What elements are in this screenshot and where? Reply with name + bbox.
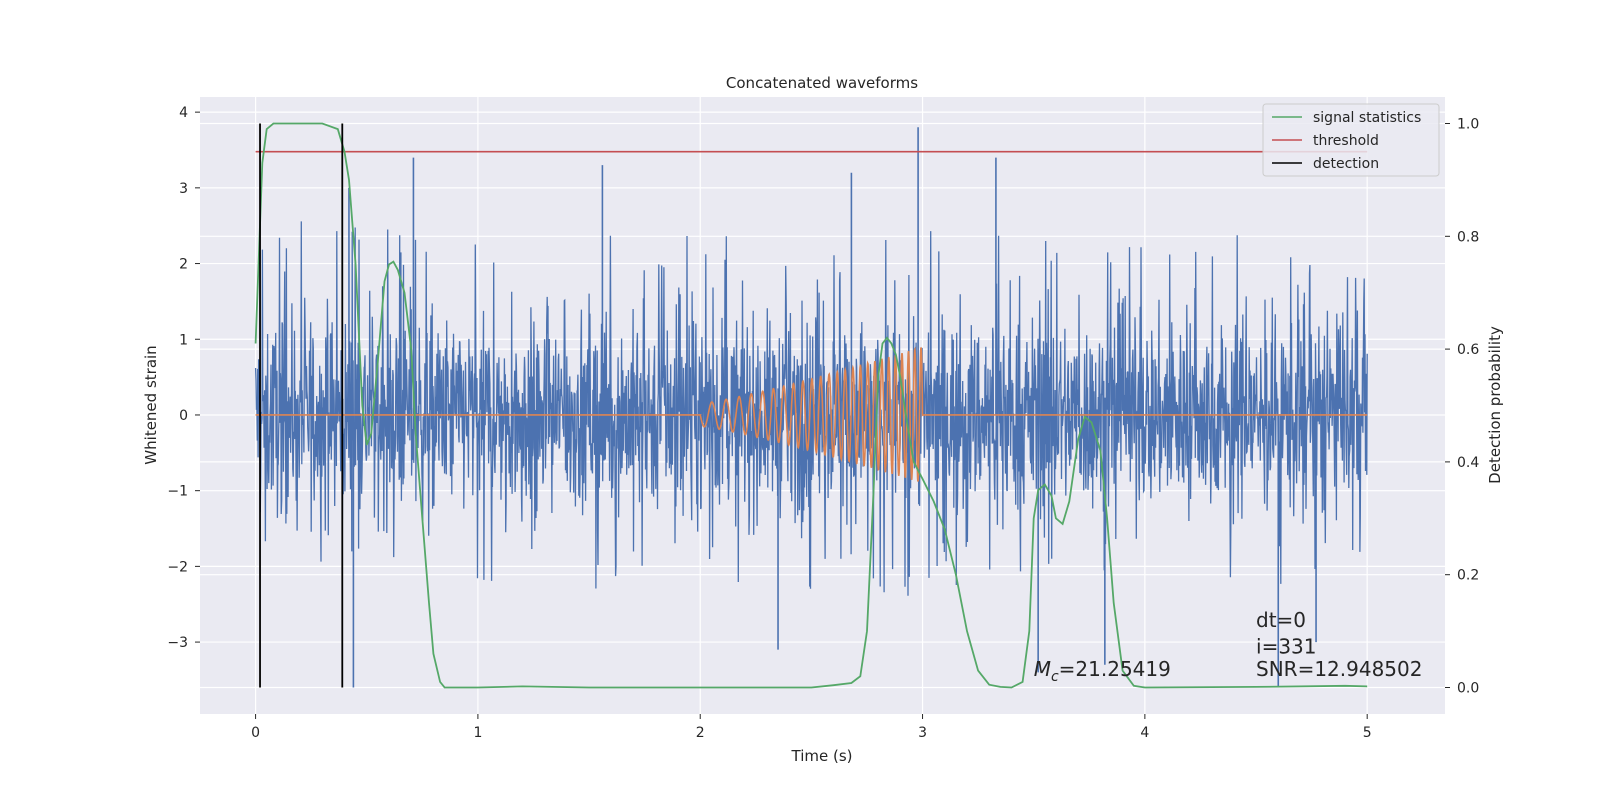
- y-right-tick-label: 0.4: [1457, 455, 1479, 471]
- y-tick-label: −1: [167, 484, 188, 500]
- legend-box: [1262, 103, 1440, 177]
- x-axis-label: Time (s): [791, 747, 853, 765]
- y-right-tick-label: 0.6: [1457, 342, 1479, 358]
- x-tick-label: 5: [1363, 725, 1372, 741]
- x-tick-label: 2: [696, 725, 705, 741]
- y-tick-label: −3: [167, 635, 188, 651]
- y-tick-label: 4: [179, 105, 188, 121]
- legend-label-signal-statistics: signal statistics: [1313, 110, 1421, 126]
- legend-label-threshold: threshold: [1313, 133, 1379, 149]
- y-right-tick-label: 0.2: [1457, 568, 1479, 584]
- y-tick-label: 3: [179, 181, 188, 197]
- annotation-snr: SNR=12.948502: [1256, 657, 1422, 681]
- chart-title: Concatenated waveforms: [726, 74, 918, 92]
- y-tick-label: 2: [179, 257, 188, 273]
- signal-statistics-line: [254, 122, 1368, 689]
- x-tick-label: 0: [251, 725, 260, 741]
- y-right-tick-label: 0.8: [1457, 229, 1479, 245]
- y-right-tick-label: 1.0: [1457, 117, 1479, 133]
- y-tick-label: 1: [179, 332, 188, 348]
- legend-label-detection: detection: [1313, 156, 1379, 172]
- y-tick-label: 0: [179, 408, 188, 424]
- y-axis-label: Whitened strain: [142, 345, 160, 464]
- series-strain: [254, 127, 1368, 688]
- legend: signal statistics threshold detection: [1262, 103, 1440, 177]
- annotation-i: i=331: [1256, 635, 1317, 659]
- x-tick-label: 4: [1140, 725, 1149, 741]
- y-tick-label: −2: [167, 559, 188, 575]
- strain-line: [254, 221, 1368, 596]
- x-tick-label: 3: [918, 725, 927, 741]
- x-tick-label: 1: [473, 725, 482, 741]
- waveform-line: [255, 346, 1368, 482]
- series-waveform: [255, 346, 1368, 482]
- y-right-tick-label: 0.0: [1457, 680, 1479, 696]
- annotation-mc: Mc=21.25419: [1034, 657, 1171, 685]
- annotation-dt: dt=0: [1256, 608, 1306, 632]
- series-right-axis: [254, 122, 1368, 689]
- y-right-axis-label: Detection probability: [1486, 326, 1504, 484]
- axis-ticks: 0 1 2 3 4 5 4 3 2 1 0 −1 −2 −3 1.0 0.8 0.6 0.4 0.2 0.0: [167, 105, 1479, 741]
